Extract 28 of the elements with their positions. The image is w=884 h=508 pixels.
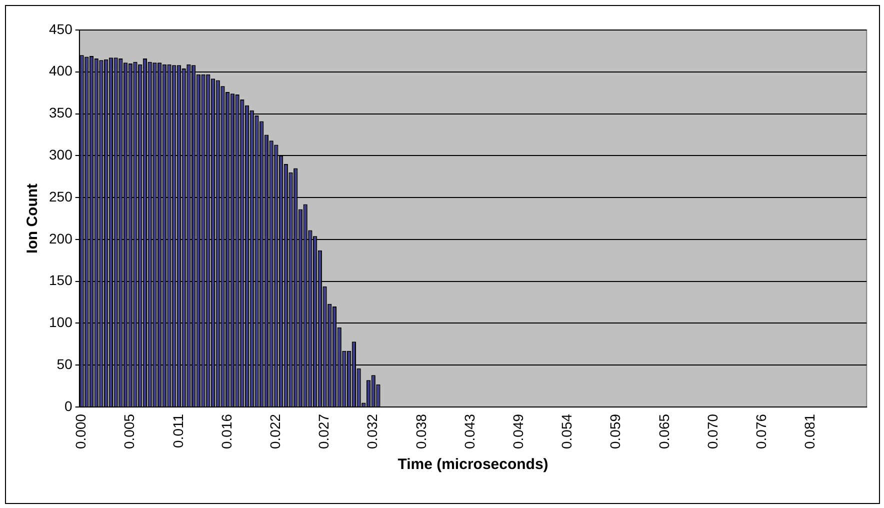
x-tick-label: 0.000 xyxy=(72,414,89,450)
y-tick-label: 100 xyxy=(49,314,73,330)
x-tick-label: 0.070 xyxy=(704,414,720,450)
y-tick-label: 250 xyxy=(49,188,73,204)
y-tick-label: 450 xyxy=(49,20,73,37)
x-axis-title: Time (microseconds) xyxy=(398,456,548,474)
x-tick-label: 0.027 xyxy=(316,414,332,450)
x-tick-label: 0.011 xyxy=(170,414,186,448)
y-tick-label: 50 xyxy=(56,356,73,372)
y-tick-label: 300 xyxy=(49,146,73,163)
x-tick-label: 0.016 xyxy=(218,414,234,450)
x-tick-label: 0.038 xyxy=(412,414,429,450)
x-tick-label: 0.032 xyxy=(364,414,380,450)
y-tick-label: 150 xyxy=(49,272,73,288)
x-tick-label: 0.005 xyxy=(121,414,138,450)
y-tick-label: 400 xyxy=(49,62,73,79)
x-tick-label: 0.081 xyxy=(802,414,818,450)
y-axis-title: Ion Count xyxy=(24,183,42,254)
x-tick-label: 0.043 xyxy=(461,414,478,450)
x-tick-label: 0.076 xyxy=(752,414,769,450)
x-tick-label: 0.065 xyxy=(656,414,672,450)
y-tick-label: 0 xyxy=(64,398,73,414)
x-tick-label: 0.049 xyxy=(510,414,526,450)
y-tick-label: 200 xyxy=(49,230,73,246)
x-tick-label: 0.059 xyxy=(607,414,624,450)
x-tick-label: 0.054 xyxy=(558,414,575,450)
x-tick-label: 0.022 xyxy=(267,414,284,450)
y-tick-label: 350 xyxy=(49,104,73,121)
